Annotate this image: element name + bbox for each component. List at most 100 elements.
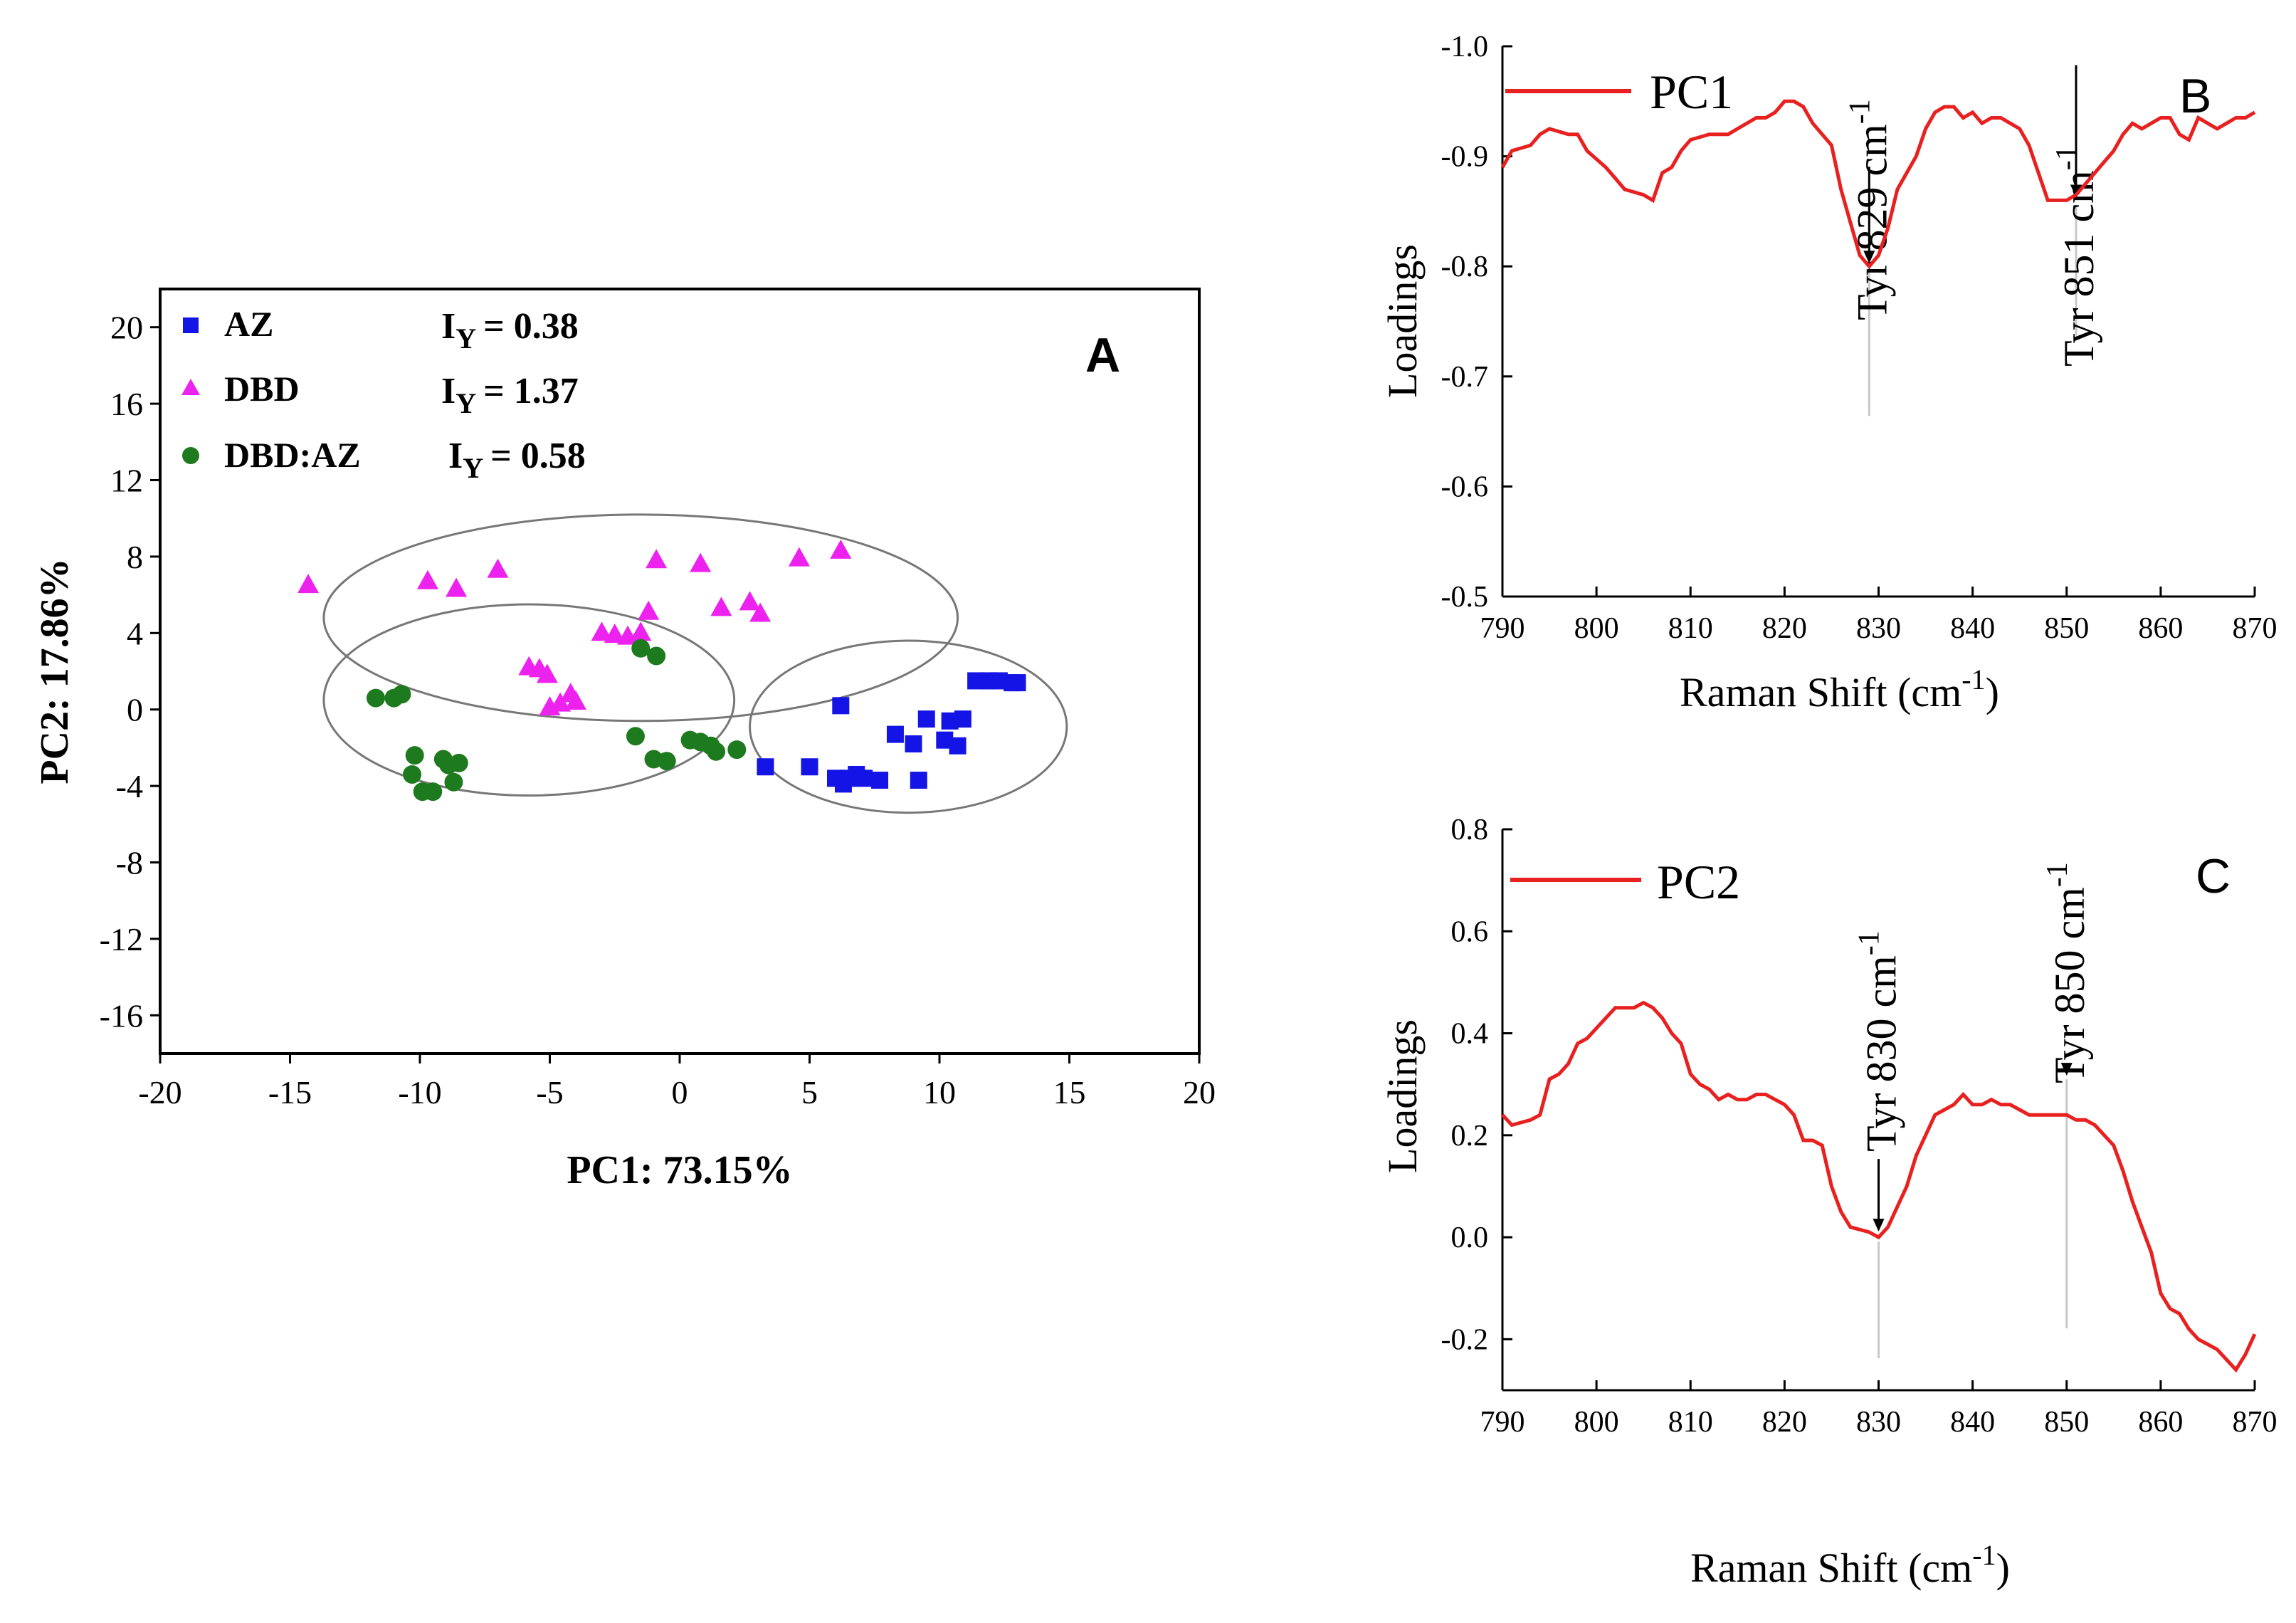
- panel-c-annotations: Tyr 830 cm-1 Tyr 850 cm-1: [1853, 862, 2093, 1359]
- point-dbd-az: [707, 742, 726, 761]
- panel-b-x-tick-label: 860: [2138, 612, 2183, 645]
- panel-b-x-tick-label: 800: [1574, 612, 1619, 645]
- panel-b-x-tick-label: 790: [1480, 612, 1525, 645]
- point-dbd-az: [657, 752, 676, 771]
- point-az: [871, 772, 889, 789]
- panel-b-annotation-arrowhead: [1863, 251, 1875, 264]
- panel-a-cluster-ellipse: [749, 639, 1068, 814]
- panel-c-y-tick-label: 0.4: [1451, 1018, 1489, 1051]
- point-dbd-az: [647, 646, 666, 666]
- panel-b-y-tick-label: -0.5: [1441, 581, 1489, 614]
- legend-dbd-label: DBD: [224, 369, 300, 409]
- panel-a-y-tick-label: -12: [100, 921, 143, 957]
- panel-b-annotation-label: Tyr 851 cm-1: [2050, 145, 2102, 367]
- panel-b-xlabel: Raman Shift (cm-1): [1680, 663, 1999, 715]
- point-dbd-az: [449, 753, 468, 772]
- legend-dbd-iy: IY = 1.37: [441, 371, 579, 419]
- point-az: [886, 725, 904, 743]
- panel-b-ylabel: Loadings: [1379, 244, 1426, 398]
- legend-dbdaz-marker: [182, 447, 199, 464]
- point-dbd: [710, 597, 732, 616]
- panel-b-x-tick-label: 840: [1950, 612, 1995, 645]
- panel-a-ellipses: [322, 513, 1068, 814]
- legend-az-label: AZ: [224, 304, 273, 344]
- point-dbd-az: [403, 765, 422, 784]
- panel-b-y-tick-label: -0.6: [1441, 471, 1489, 503]
- point-dbd: [630, 621, 652, 641]
- panel-a-x-tick-label: -10: [398, 1074, 441, 1110]
- panel-b-x-tick-label: 870: [2233, 612, 2277, 645]
- panel-a-x-tick-label: -20: [138, 1074, 181, 1110]
- panel-c-legend-label: PC2: [1657, 855, 1740, 909]
- panel-a-ylabel: PC2: 17.86%: [33, 558, 77, 784]
- panel-a-points: [297, 539, 1026, 802]
- panel-a-y-tick-label: 16: [110, 386, 143, 422]
- panel-a-y-tick-label: 12: [110, 463, 143, 499]
- point-dbd: [830, 539, 852, 559]
- panel-a-ticks: -20 -15 -10 -5 0 5 10 15 20 -16 -12 -8 -4 0 4 8 12 16 20: [100, 310, 1216, 1110]
- panel-b-pc1-line: [1500, 99, 2256, 270]
- panel-c-ticks: 790 800 810 820 830 840 850 860 870 0.8 0.6 0.4 0.2 0…: [1441, 814, 2277, 1439]
- panel-a-legend: AZ IY = 0.38 DBD IY = 1.37 DBD:AZ IY = 0.58: [181, 304, 586, 484]
- legend-az-marker: [183, 317, 199, 333]
- point-dbd: [638, 600, 660, 620]
- point-az: [905, 735, 922, 753]
- panel-b-annotation-label: Tyr 829 cm-1: [1843, 99, 1895, 320]
- point-az: [910, 772, 927, 789]
- panel-a-y-tick-label: -16: [100, 997, 143, 1034]
- panel-b-x-tick-label: 810: [1668, 612, 1713, 645]
- panel-a-x-tick-label: 0: [672, 1074, 688, 1110]
- panel-b-y-tick-label: -0.9: [1441, 141, 1489, 174]
- point-dbd-az: [727, 740, 747, 760]
- panel-a-label: A: [1085, 328, 1120, 382]
- panel-c-x-tick-label: 810: [1668, 1406, 1713, 1439]
- legend-dbdaz-label: DBD:AZ: [224, 435, 361, 475]
- point-dbd: [604, 623, 626, 643]
- panel-a-y-tick-label: 8: [127, 539, 143, 575]
- panel-c-x-tick-label: 840: [1950, 1406, 1995, 1439]
- panel-a-cluster-ellipse: [322, 513, 959, 723]
- panel-c-x-tick-label: 800: [1574, 1406, 1619, 1439]
- point-dbd: [297, 574, 320, 594]
- point-dbd: [446, 577, 468, 597]
- panel-c-pc2-line: [1501, 1000, 2257, 1373]
- panel-c-x-tick-label: 870: [2233, 1406, 2277, 1439]
- panel-c-y-tick-label: 0.2: [1451, 1120, 1489, 1152]
- panel-b-y-tick-label: -0.8: [1441, 251, 1489, 283]
- panel-a-x-tick-label: -15: [268, 1074, 312, 1110]
- point-dbd: [690, 552, 712, 572]
- point-dbd: [739, 591, 761, 611]
- legend-dbdaz-iy: IY = 0.58: [448, 436, 586, 484]
- point-az: [801, 758, 818, 776]
- point-dbd-az: [626, 727, 645, 746]
- panel-a-y-tick-label: -4: [116, 768, 143, 804]
- panel-c-x-tick-label: 850: [2044, 1406, 2089, 1439]
- panel-c: 790 800 810 820 830 840 850 860 870 0.8 0.6 0.4 0.2 0…: [1379, 814, 2277, 1591]
- panel-a-y-tick-label: -8: [116, 845, 143, 881]
- point-dbd-az: [392, 685, 411, 704]
- panel-c-y-tick-label: 0.0: [1451, 1222, 1489, 1254]
- panel-b-x-tick-label: 830: [1856, 612, 1901, 645]
- panel-c-ylabel: Loadings: [1379, 1019, 1426, 1173]
- panel-b-ticks: 790 800 810 820 830 840 850 860 870 -0.5 -0.6 -0.7 -…: [1441, 31, 2277, 645]
- panel-a-y-tick-label: 4: [127, 615, 143, 651]
- point-az: [1009, 674, 1026, 692]
- panel-c-y-tick-label: 0.8: [1451, 814, 1489, 846]
- point-dbd: [646, 549, 668, 569]
- panel-a-x-tick-label: 15: [1053, 1074, 1086, 1110]
- point-dbd: [749, 602, 772, 622]
- legend-dbd-marker: [181, 379, 200, 395]
- panel-c-annotation-label: Tyr 830 cm-1: [1853, 930, 1905, 1152]
- point-dbd: [565, 690, 586, 710]
- point-dbd-az: [631, 639, 651, 658]
- panel-c-annotation-arrowhead: [2060, 1063, 2073, 1076]
- panel-c-x-tick-label: 790: [1480, 1406, 1525, 1439]
- panel-a-x-tick-label: 10: [923, 1074, 956, 1110]
- point-az: [855, 770, 873, 787]
- panel-c-xlabel: Raman Shift (cm-1): [1690, 1539, 2010, 1591]
- point-dbd-az: [444, 772, 463, 792]
- panel-a-x-tick-label: 20: [1183, 1074, 1216, 1110]
- panel-c-y-tick-label: -0.2: [1441, 1323, 1489, 1356]
- panel-b-legend-label: PC1: [1650, 65, 1733, 119]
